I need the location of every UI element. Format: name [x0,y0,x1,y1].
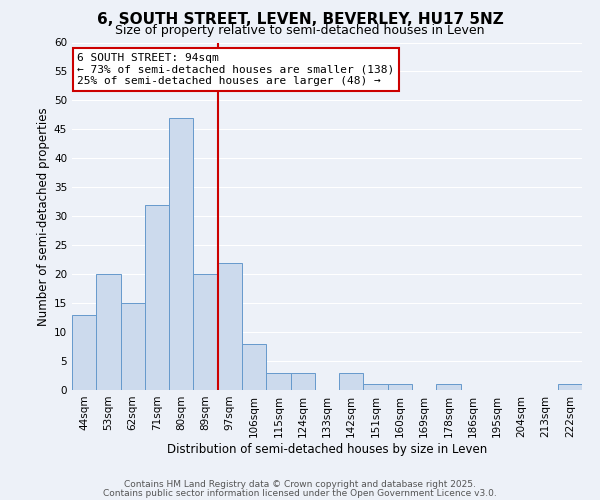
Bar [339,372,364,390]
Bar [436,384,461,390]
Bar [242,344,266,390]
Bar [145,204,169,390]
Bar [121,303,145,390]
Bar [193,274,218,390]
Text: Size of property relative to semi-detached houses in Leven: Size of property relative to semi-detach… [115,24,485,37]
Bar [169,118,193,390]
Bar [558,384,582,390]
Y-axis label: Number of semi-detached properties: Number of semi-detached properties [37,107,50,326]
Text: 6, SOUTH STREET, LEVEN, BEVERLEY, HU17 5NZ: 6, SOUTH STREET, LEVEN, BEVERLEY, HU17 5… [97,12,503,28]
Bar [364,384,388,390]
Text: Contains HM Land Registry data © Crown copyright and database right 2025.: Contains HM Land Registry data © Crown c… [124,480,476,489]
Bar [218,262,242,390]
Text: 6 SOUTH STREET: 94sqm
← 73% of semi-detached houses are smaller (138)
25% of sem: 6 SOUTH STREET: 94sqm ← 73% of semi-deta… [77,53,394,86]
Bar [388,384,412,390]
X-axis label: Distribution of semi-detached houses by size in Leven: Distribution of semi-detached houses by … [167,442,487,456]
Bar [290,372,315,390]
Bar [266,372,290,390]
Text: Contains public sector information licensed under the Open Government Licence v3: Contains public sector information licen… [103,488,497,498]
Bar [96,274,121,390]
Bar [72,314,96,390]
